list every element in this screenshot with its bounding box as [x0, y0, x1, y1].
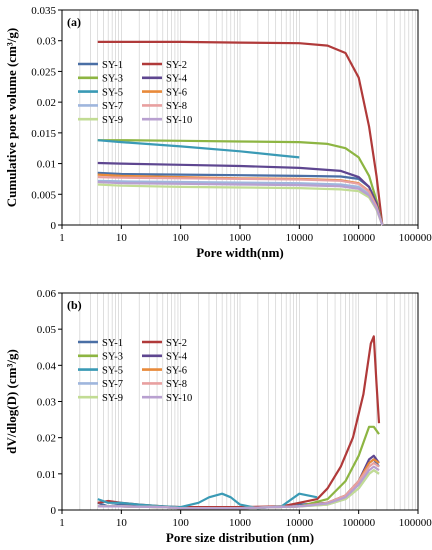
- legend-label: SY-1: [102, 60, 123, 71]
- legend-label: SY-1: [102, 338, 123, 349]
- y-tick-label: 0.01: [37, 159, 56, 171]
- x-tick-label: 1000: [229, 232, 252, 244]
- panel-label: (b): [67, 298, 82, 312]
- x-tick-label: 10: [116, 232, 128, 244]
- x-axis-label: Pore size distribution (nm): [166, 530, 314, 545]
- legend-label: SY-7: [102, 379, 123, 390]
- legend-label: SY-7: [102, 101, 123, 112]
- legend-label: SY-8: [166, 379, 187, 390]
- panel-label: (a): [67, 15, 81, 29]
- series-line-sy-2: [97, 335, 381, 509]
- legend-label: SY-4: [166, 352, 188, 363]
- y-tick-label: 0.025: [31, 66, 56, 78]
- x-axis-label: Pore width(nm): [196, 245, 284, 260]
- chart-panel-1: 0 0.005 0.01 0.015 0.02 0.025 0.03 0.035 1 10 100 1…: [4, 5, 432, 260]
- y-tick-label: 0: [51, 505, 57, 517]
- y-axis-label: Cumulative pore volume (cm³/g): [4, 28, 19, 208]
- y-tick-label: 0.02: [37, 433, 56, 445]
- y-tick-label: 0.04: [37, 360, 57, 372]
- y-tick-label: 0.02: [37, 97, 56, 109]
- legend-label: SY-2: [166, 338, 187, 349]
- y-tick-label: 0.01: [37, 469, 56, 481]
- legend-label: SY-2: [166, 60, 187, 71]
- y-tick-label: 0.035: [31, 5, 56, 17]
- series-lines: [97, 335, 381, 510]
- legend-label: SY-3: [102, 352, 123, 363]
- x-tick-label: 1: [59, 517, 65, 529]
- series-line-sy-2: [97, 40, 384, 226]
- chart-panel-2: 0 0.01 0.02 0.03 0.04 0.05 0.06 1 10 100 1000 10000…: [4, 288, 432, 545]
- y-tick-label: 0.03: [37, 36, 57, 48]
- legend-label: SY-10: [166, 115, 192, 126]
- x-tick-label: 1000000: [399, 232, 432, 244]
- legend-label: SY-9: [102, 115, 123, 126]
- x-tick-label: 100000: [342, 232, 376, 244]
- legend-label: SY-5: [102, 365, 123, 376]
- y-tick-label: 0: [51, 220, 57, 232]
- x-tick-label: 100000: [342, 517, 376, 529]
- x-tick-label: 100: [172, 232, 189, 244]
- series-line-sy-10: [97, 180, 384, 226]
- y-tick-label: 0.06: [37, 288, 57, 300]
- x-tick-label: 1000000: [399, 517, 432, 529]
- x-tick-label: 1: [59, 232, 65, 244]
- legend: SY-1 SY-2 SY-3 SY-4 SY-5 SY-6 SY-7 SY-8 SY-9 SY-1…: [78, 338, 192, 404]
- y-tick-label: 0.05: [37, 324, 57, 336]
- series-line-sy-8: [97, 176, 384, 226]
- series-line-sy-3: [97, 139, 384, 226]
- x-tick-label: 10000: [286, 232, 314, 244]
- legend-label: SY-5: [102, 87, 123, 98]
- legend-label: SY-3: [102, 74, 123, 85]
- legend-label: SY-9: [102, 393, 123, 404]
- series-lines: [97, 40, 384, 226]
- legend-label: SY-6: [166, 365, 187, 376]
- y-tick-label: 0.03: [37, 397, 57, 409]
- series-line-sy-5: [97, 139, 300, 159]
- legend-label: SY-4: [166, 74, 188, 85]
- legend-label: SY-8: [166, 101, 187, 112]
- x-tick-label: 1000: [229, 517, 252, 529]
- series-line-sy-3: [97, 425, 380, 510]
- legend-label: SY-6: [166, 87, 187, 98]
- legend: SY-1 SY-2 SY-3 SY-4 SY-5 SY-6 SY-7 SY-8 SY-9 SY-1…: [78, 60, 192, 126]
- series-line-sy-4: [97, 161, 384, 226]
- y-tick-label: 0.005: [31, 189, 56, 201]
- series-line-sy-10: [97, 465, 380, 510]
- y-tick-label: 0.015: [31, 128, 56, 140]
- legend-label: SY-10: [166, 393, 192, 404]
- x-tick-label: 100: [172, 517, 189, 529]
- x-tick-label: 10: [116, 517, 128, 529]
- x-tick-label: 10000: [286, 517, 314, 529]
- y-axis-label: dV/dlog(D) (cm³/g): [4, 349, 19, 454]
- gridlines: [79, 293, 416, 510]
